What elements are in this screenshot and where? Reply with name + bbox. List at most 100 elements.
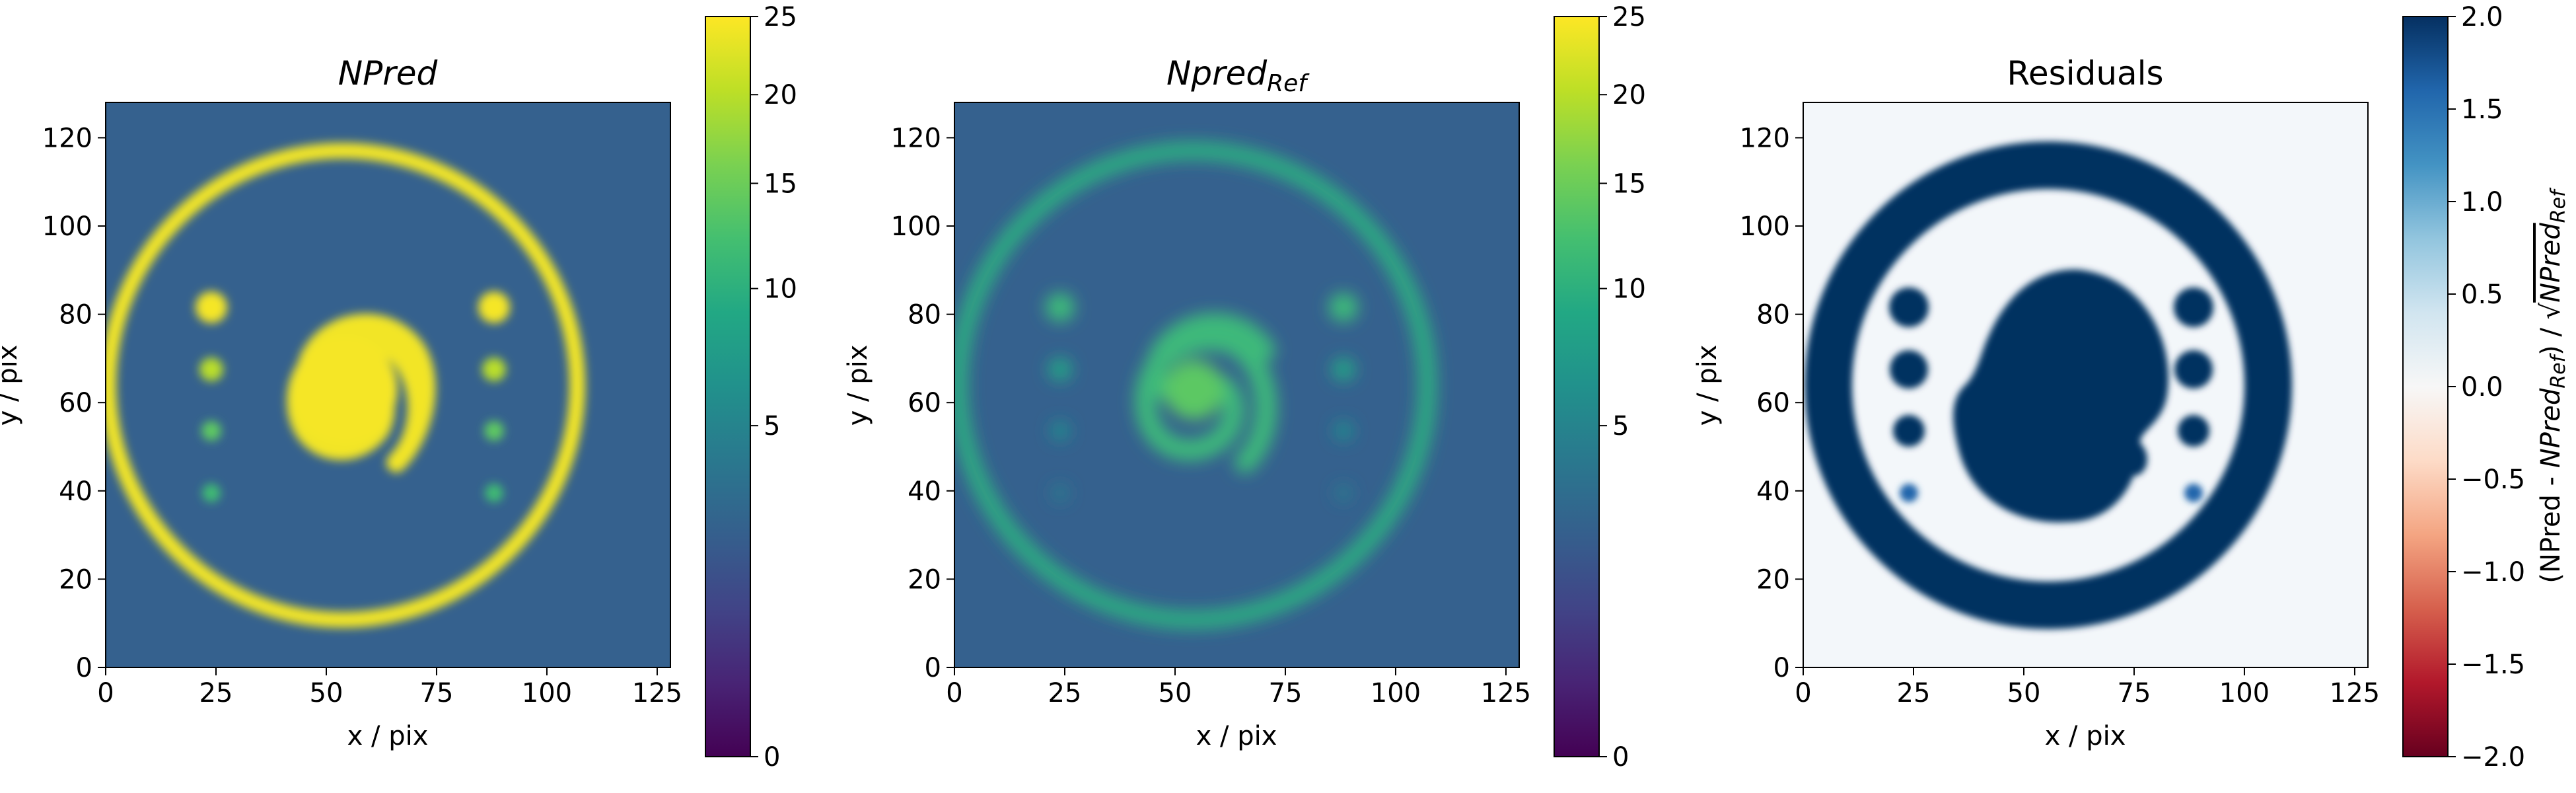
panel2-ring: [954, 141, 1437, 629]
panel2-colorbar: [1554, 16, 1600, 757]
y-tick-label: 120: [891, 123, 941, 153]
panel3-src-r3: [2178, 415, 2209, 447]
panel1-yaxis: 0 20 40 60 80 100 120: [42, 123, 106, 683]
cbar-label-part6: NPred: [2536, 223, 2566, 303]
panel1-src-r1: [478, 291, 510, 323]
x-tick-label: 50: [310, 678, 343, 708]
panel3-src-r1: [2174, 287, 2213, 327]
y-tick-label: 0: [76, 653, 92, 683]
panel1-title: NPred: [338, 54, 438, 93]
y-tick-label: 0: [925, 653, 941, 683]
panel3-colorbar-label: (NPred - NPredRef) / √NPredRef: [2536, 187, 2570, 584]
colorbar-tick-label: 0: [764, 742, 780, 773]
colorbar-tick-label: 20: [1612, 80, 1646, 110]
panel1-features: [106, 143, 585, 628]
panel2-src-r4: [1335, 484, 1352, 502]
colorbar-tick-label: 15: [1612, 169, 1646, 199]
panel1-src-l1: [196, 291, 227, 323]
panel2-title-sub: Ref: [1267, 70, 1310, 97]
colorbar-tick-label: −2.0: [2461, 742, 2525, 773]
colorbar-tick-label: 15: [764, 169, 797, 199]
x-tick-label: 75: [420, 678, 454, 708]
y-tick-label: 40: [59, 476, 92, 507]
y-tick-label: 60: [59, 388, 92, 418]
panel3-ring: [1805, 141, 2292, 629]
panel3-title: Residuals: [2007, 54, 2163, 93]
panel2-title: NpredRef: [1166, 54, 1310, 97]
panel2-src-r3: [1334, 421, 1353, 441]
x-tick-label: 0: [946, 678, 962, 708]
panel2-colorbar-ticks: 0 5 10 15 20 25: [1599, 2, 1646, 773]
panel3-features: [1805, 141, 2292, 629]
colorbar-tick-label: 1.5: [2461, 94, 2503, 125]
colorbar-tick-label: 0: [1612, 742, 1629, 773]
panel1-src-l4: [202, 484, 221, 502]
cbar-label-part1: (NPred -: [2536, 468, 2566, 583]
panel1-xaxis: 0 25 50 75 100 125: [97, 667, 682, 708]
x-tick-label: 25: [1048, 678, 1082, 708]
y-tick-label: 100: [42, 211, 92, 242]
colorbar-tick-label: 10: [764, 274, 797, 305]
x-tick-label: 75: [1269, 678, 1303, 708]
colorbar-tick-label: 0.0: [2461, 372, 2503, 402]
panel2-src-l1: [1046, 293, 1075, 322]
cbar-label-part3: Ref: [2547, 352, 2570, 388]
panel3-src-l1: [1889, 287, 1929, 327]
y-tick-label: 60: [1756, 388, 1790, 418]
panel1-src-r3: [484, 421, 504, 441]
y-tick-label: 80: [908, 300, 941, 330]
colorbar-tick-label: 5: [764, 411, 780, 441]
panel3-ylabel: y / pix: [1692, 345, 1723, 426]
panel1-src-l3: [201, 421, 221, 441]
x-tick-label: 50: [2007, 678, 2041, 708]
y-tick-label: 80: [1756, 300, 1790, 330]
panel1-frame: [105, 102, 671, 668]
colorbar-tick-label: 1.0: [2461, 187, 2503, 217]
y-tick-label: 20: [1756, 564, 1790, 595]
panel1-core: [292, 337, 398, 443]
x-tick-label: 100: [1371, 678, 1421, 708]
colorbar-tick-label: 0.5: [2461, 280, 2503, 310]
panel2-core: [1164, 360, 1224, 420]
panel3-yaxis: 0 20 40 60 80 100 120: [1740, 123, 1803, 683]
x-tick-label: 0: [1795, 678, 1811, 708]
y-tick-label: 20: [908, 564, 941, 595]
y-tick-label: 60: [908, 388, 941, 418]
panel1-src-r2: [482, 358, 506, 381]
y-tick-label: 20: [59, 564, 92, 595]
x-tick-label: 25: [199, 678, 233, 708]
x-tick-label: 75: [2118, 678, 2151, 708]
colorbar-tick-label: 20: [764, 80, 797, 110]
panel1-ylabel: y / pix: [0, 345, 23, 426]
x-tick-label: 100: [2219, 678, 2270, 708]
x-tick-label: 125: [1481, 678, 1531, 708]
panel2-ylabel: y / pix: [843, 345, 873, 426]
panel1-heatmap: [106, 143, 585, 628]
x-tick-label: 50: [1159, 678, 1192, 708]
panel2-src-l2: [1048, 358, 1072, 381]
panel3-xlabel: x / pix: [2045, 721, 2126, 751]
panel2-src-l4: [1052, 484, 1069, 502]
panel3-core: [1953, 269, 2168, 523]
colorbar-tick-label: −0.5: [2461, 465, 2525, 495]
y-tick-label: 40: [908, 476, 941, 507]
colorbar-tick-label: 25: [764, 2, 797, 32]
panel3-src-l3: [1893, 415, 1925, 447]
panel1-colorbar-ticks: 0 5 10 15 20 25: [750, 2, 797, 773]
panel2-src-l3: [1050, 421, 1070, 441]
panel3-colorbar-ticks: 2.0 1.5 1.0 0.5 0.0 −0.5 −1.0 −1.5 −2.0: [2448, 2, 2525, 773]
panel2-xaxis: 0 25 50 75 100 125: [946, 667, 1531, 708]
y-tick-label: 40: [1756, 476, 1790, 507]
x-tick-label: 100: [522, 678, 572, 708]
y-tick-label: 100: [1740, 211, 1790, 242]
panel1-xlabel: x / pix: [347, 721, 429, 751]
panel2-src-r2: [1332, 358, 1355, 381]
colorbar-tick-label: 10: [1612, 274, 1646, 305]
cbar-label-part7: Ref: [2547, 187, 2570, 223]
colorbar-tick-label: −1.0: [2461, 557, 2525, 587]
panel2-title-main: Npred: [1166, 54, 1267, 93]
cbar-label-part2: NPred: [2536, 388, 2566, 468]
panel2-xlabel: x / pix: [1196, 721, 1277, 751]
panel1-src-r4: [485, 484, 503, 502]
cbar-label-part4: ) /: [2536, 319, 2566, 356]
